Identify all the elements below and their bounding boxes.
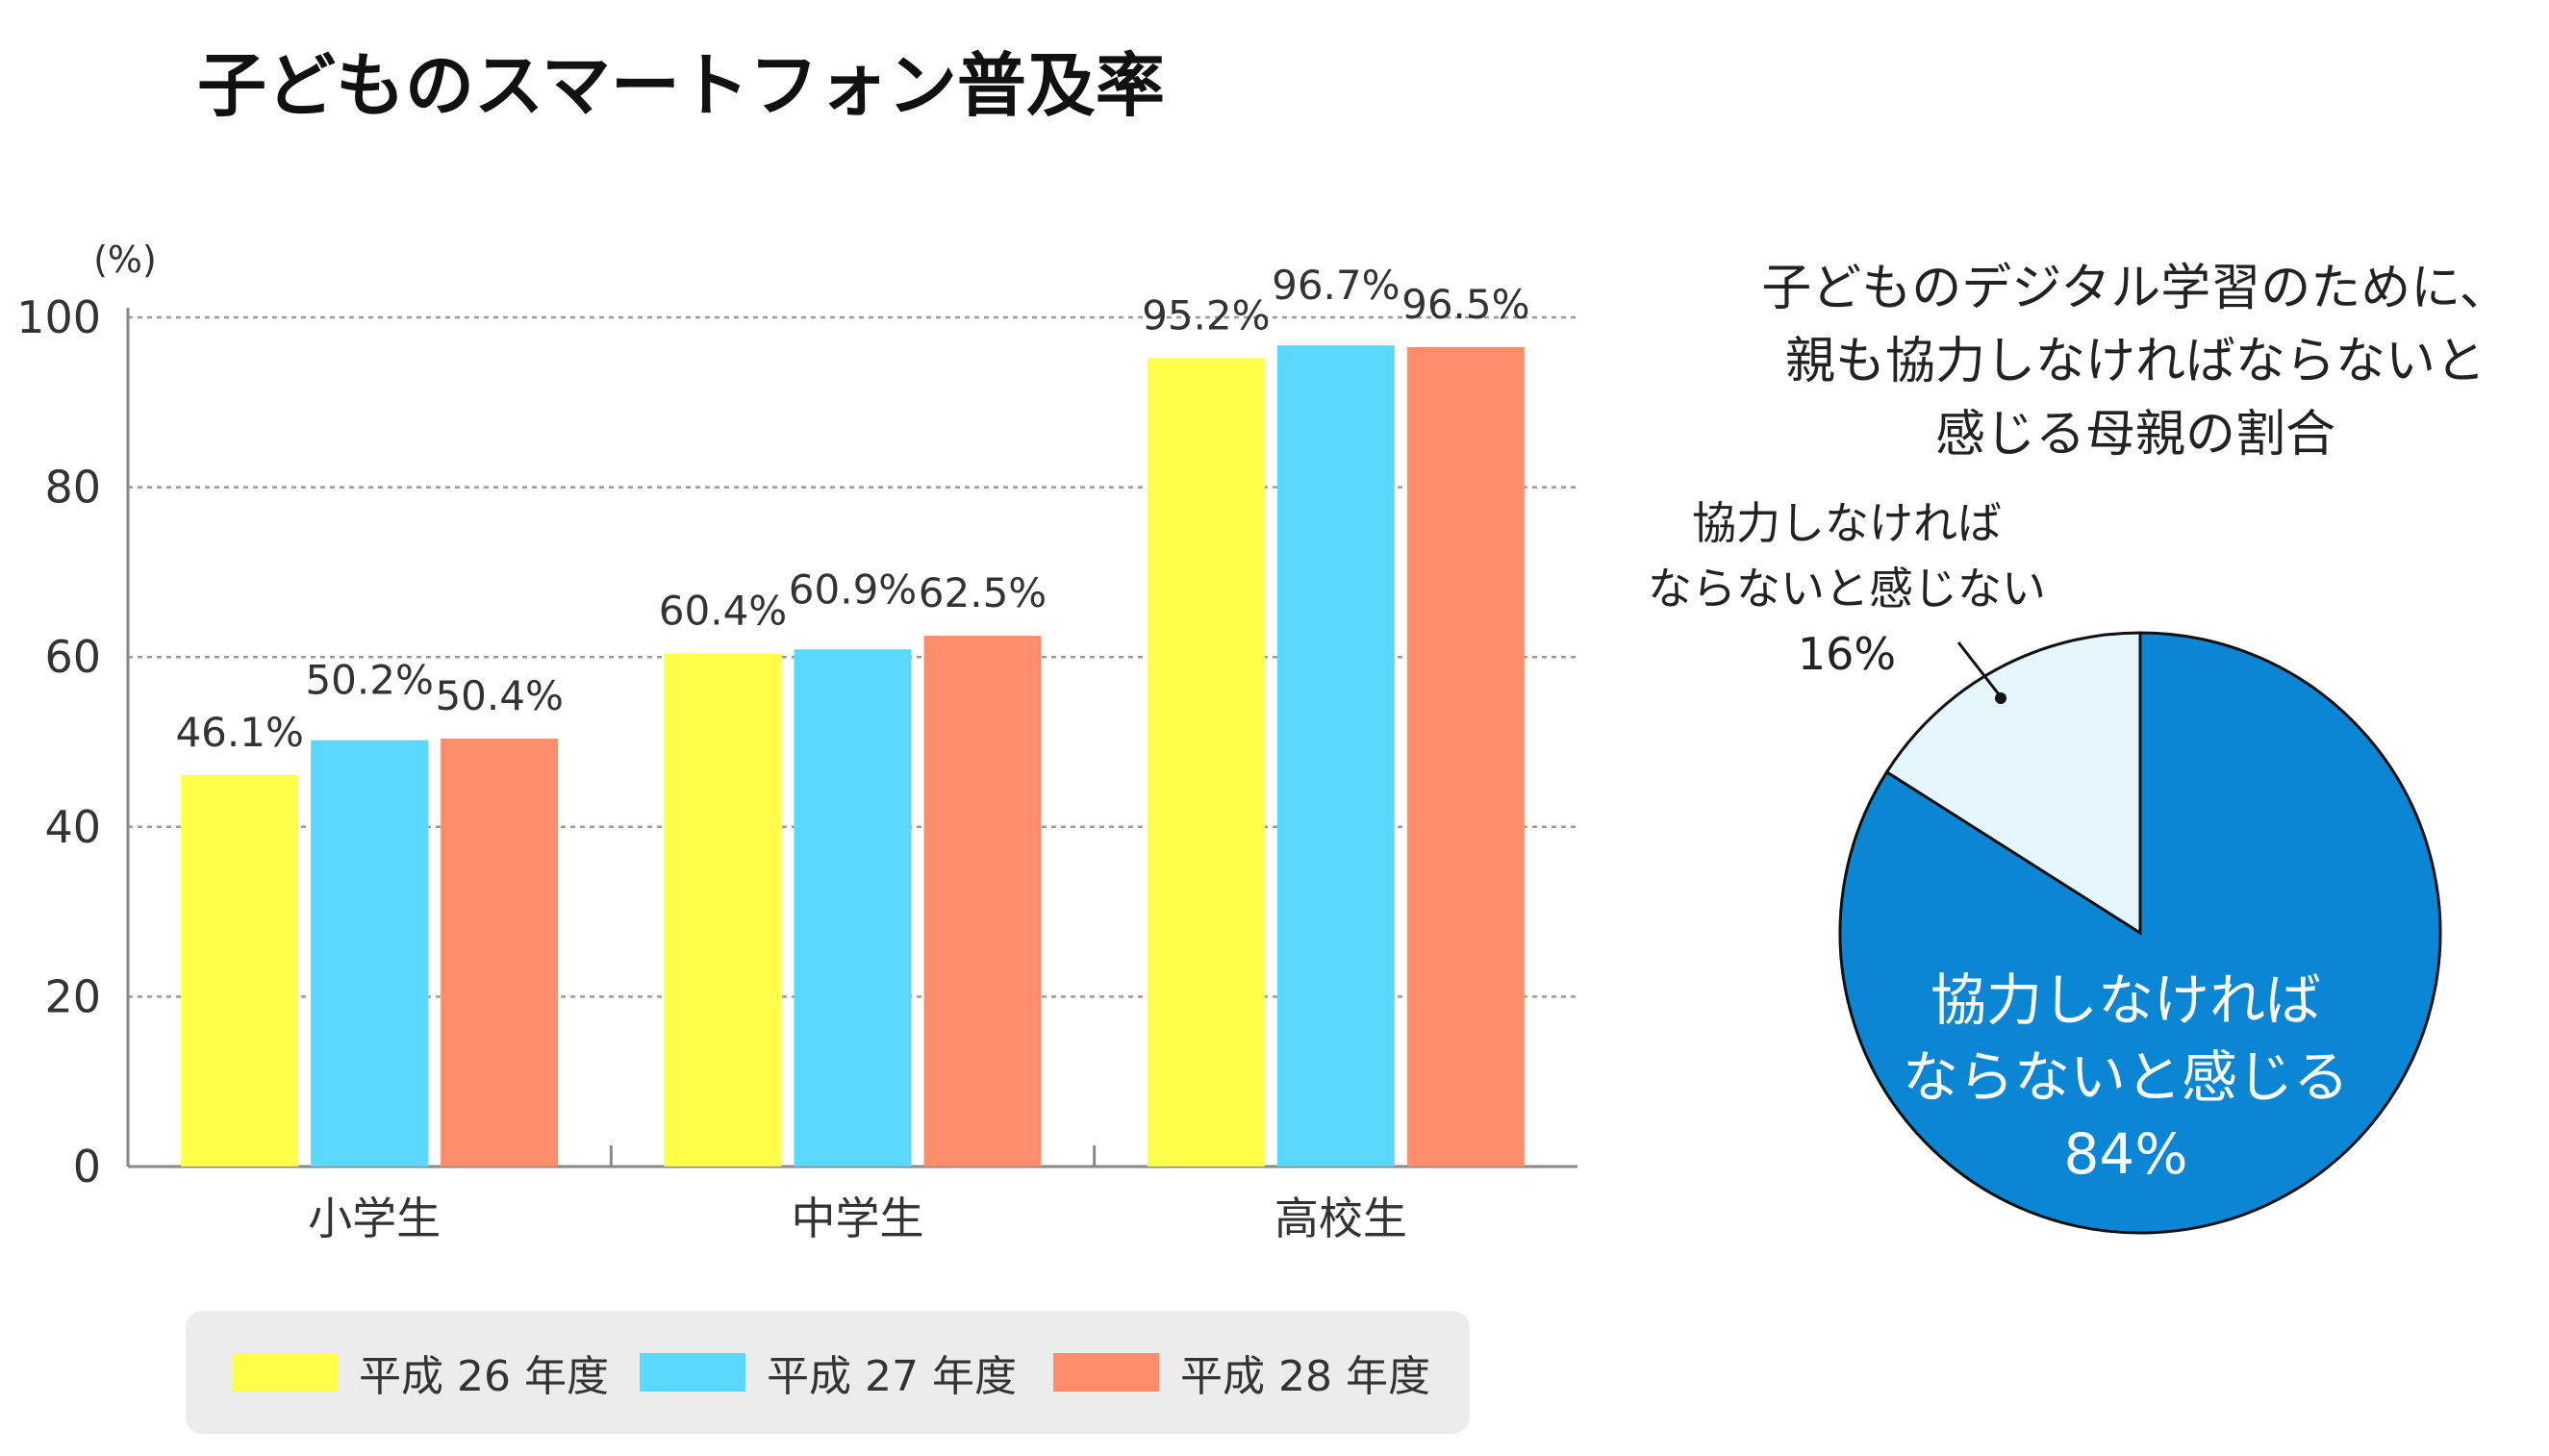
legend-item-2015: 平成 27 年度: [640, 1347, 1017, 1401]
pie-leader-line: [1956, 641, 2001, 695]
legend: 平成 26 年度 平成 27 年度 平成 28 年度: [186, 1311, 1470, 1434]
data-label-2-0: 95.2%: [1142, 291, 1270, 339]
category-label-1: 中学生: [792, 1192, 924, 1244]
pie-title-line-2: 親も協力しなければならないと: [1784, 333, 2486, 390]
y-tick-label-40: 40: [44, 801, 101, 853]
bar-1-1: [794, 649, 912, 1167]
pie-slice-label-minor: 協力しなければ ならないと感じない 16%: [1597, 490, 2097, 687]
bar-marks: [181, 345, 1525, 1167]
data-label-2-1: 96.7%: [1272, 262, 1400, 309]
bar-2-1: [1276, 345, 1395, 1167]
pie-marks: [1838, 631, 2442, 1235]
legend-label-2016: 平成 28 年度: [1180, 1352, 1430, 1401]
bar-labels: 0 20 40 60 80 100 (%) 46.1%50.2% 50.4% 小学生 60.4% 60…: [16, 238, 1529, 1244]
data-label-0-0: 46.1%: [175, 709, 303, 756]
legend-item-2014: 平成 26 年度: [232, 1347, 609, 1401]
pie-major-label-line-2: ならないと感じる: [1902, 1044, 2349, 1110]
page-title: 子どものスマートフォン普及率: [197, 45, 1165, 126]
pie-minor-label-line-2: ならないと感じない: [1648, 563, 2046, 615]
pie-minor-value: 16%: [1797, 628, 1897, 680]
data-label-0-1: 50.2%: [305, 657, 433, 704]
pie-leader-dot: [1995, 692, 2006, 704]
y-tick-label-60: 60: [44, 631, 101, 683]
data-label-1-1: 60.9%: [789, 565, 917, 613]
pie-minor-label-line-1: 協力しなければ: [1692, 497, 2002, 549]
pie-title-line-3: 感じる母親の割合: [1934, 406, 2335, 464]
y-axis-unit: (%): [93, 238, 157, 281]
bar-1-2: [923, 636, 1042, 1167]
y-tick-label-100: 100: [16, 291, 101, 343]
category-label-0: 小学生: [308, 1192, 441, 1244]
bar-2-2: [1406, 346, 1525, 1167]
pie-title: 子どものデジタル学習のために、 親も協力しなければならないと 感じる母親の割合: [1722, 252, 2549, 471]
bar-0-1: [311, 740, 429, 1167]
legend-label-2014: 平成 26 年度: [359, 1352, 609, 1401]
pie-title-line-1: 子どものデジタル学習のために、: [1761, 260, 2510, 317]
y-tick-label-80: 80: [44, 462, 101, 514]
legend-label-2015: 平成 27 年度: [767, 1352, 1017, 1401]
legend-item-2016: 平成 28 年度: [1053, 1347, 1430, 1401]
bar-2-0: [1147, 358, 1265, 1167]
pie-major-value: 84%: [2063, 1121, 2188, 1187]
legend-swatch-2016: [1053, 1353, 1159, 1392]
y-tick-label-20: 20: [44, 970, 101, 1022]
legend-swatch-2014: [232, 1353, 338, 1392]
bar-0-0: [181, 774, 299, 1167]
data-label-1-0: 60.4%: [659, 588, 787, 635]
legend-swatch-2015: [640, 1353, 745, 1392]
data-label-2-2: 96.5%: [1401, 281, 1529, 328]
bar-0-2: [441, 738, 559, 1167]
pie-slice-label-major: 協力しなければ ならないと感じる 84%: [1847, 962, 2405, 1192]
pie-slice-1: [1884, 631, 2142, 936]
y-tick-label-0: 0: [73, 1141, 101, 1192]
pie-slice-0: [1838, 631, 2442, 1235]
data-label-1-2: 62.5%: [919, 569, 1047, 616]
data-label-0-2: 50.4%: [435, 672, 563, 719]
pie-major-label-line-1: 協力しなければ: [1930, 967, 2321, 1033]
bar-1-0: [664, 653, 782, 1167]
category-label-2: 高校生: [1274, 1192, 1407, 1244]
